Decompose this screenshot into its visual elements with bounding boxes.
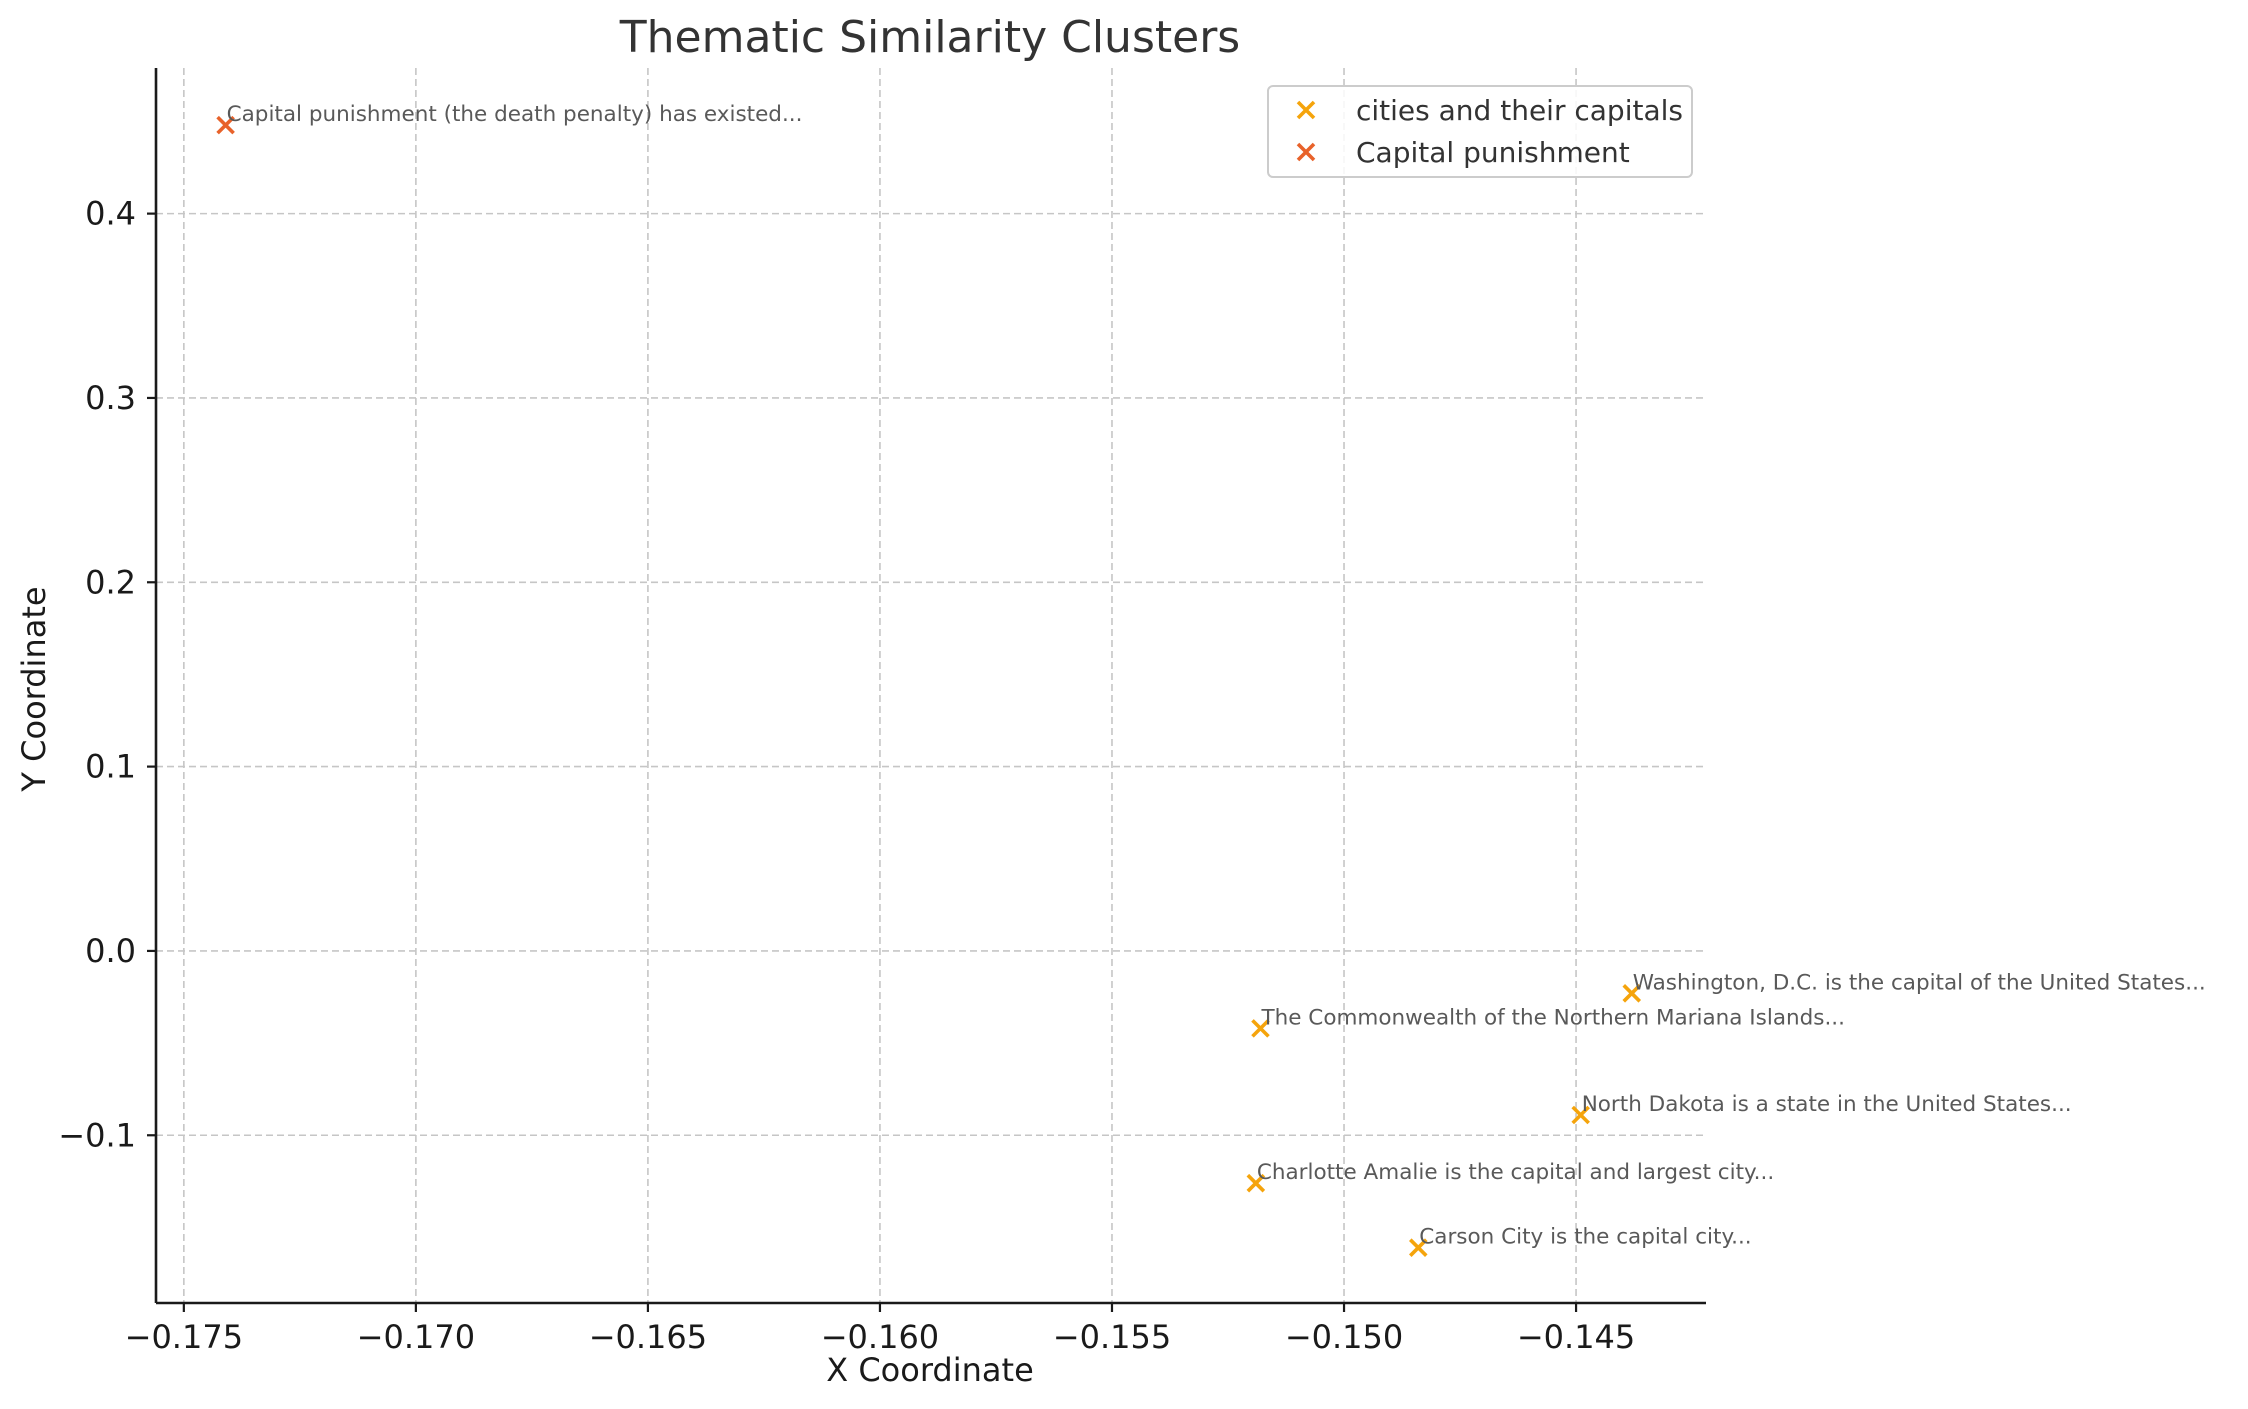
chart-title: Thematic Similarity Clusters [619,12,1240,63]
grid [156,68,1706,1303]
point-label: Capital punishment (the death penalty) h… [227,102,803,127]
point-labels: Washington, D.C. is the capital of the U… [227,102,2206,1250]
y-tick-label: 0.4 [85,195,136,233]
data-points [216,115,1642,1257]
legend: cities and their capitals Capital punishm… [1267,85,1693,178]
point-label: North Dakota is a state in the United St… [1582,1092,2072,1117]
legend-marker [1296,100,1316,120]
y-tick-label: 0.2 [85,563,136,601]
data-point [1409,1238,1428,1257]
data-point [216,115,235,135]
data-point [1251,1019,1270,1038]
data-point [1571,1105,1590,1125]
x-axis-label: X Coordinate [826,1351,1034,1389]
y-axis-label: Y Coordinate [15,586,53,792]
x-tick-label: −0.150 [1285,1318,1403,1356]
x-tick-label: −0.145 [1517,1318,1635,1356]
x-tick-label: −0.155 [1053,1318,1171,1356]
y-tick-label: 0.3 [85,379,136,417]
y-tick-label: −0.1 [58,1116,136,1154]
point-label: Charlotte Amalie is the capital and larg… [1257,1160,1774,1185]
x-tick-label: −0.160 [821,1318,939,1356]
legend-label: cities and their capitals [1356,94,1683,127]
legend-marker [1296,142,1316,162]
y-tick-label: 0.1 [85,748,136,786]
data-point [1622,984,1642,1003]
point-label: Washington, D.C. is the capital of the U… [1633,970,2206,995]
x-tick-label: −0.175 [125,1318,243,1356]
legend-label: Capital punishment [1356,136,1630,169]
data-point [1246,1173,1266,1193]
legend-frame [1267,85,1693,178]
x-tick-label: −0.170 [357,1318,475,1356]
x-tick-label: −0.165 [589,1318,707,1356]
point-label: The Commonwealth of the Northern Mariana… [1260,1005,1844,1030]
axes [154,68,1706,1305]
tick-marks: −0.175 −0.170 −0.165 −0.160 −0.155 −0.150 −0.1… [58,195,1635,1356]
y-tick-label: 0.0 [85,932,136,970]
point-label: Carson City is the capital city... [1419,1225,1751,1250]
